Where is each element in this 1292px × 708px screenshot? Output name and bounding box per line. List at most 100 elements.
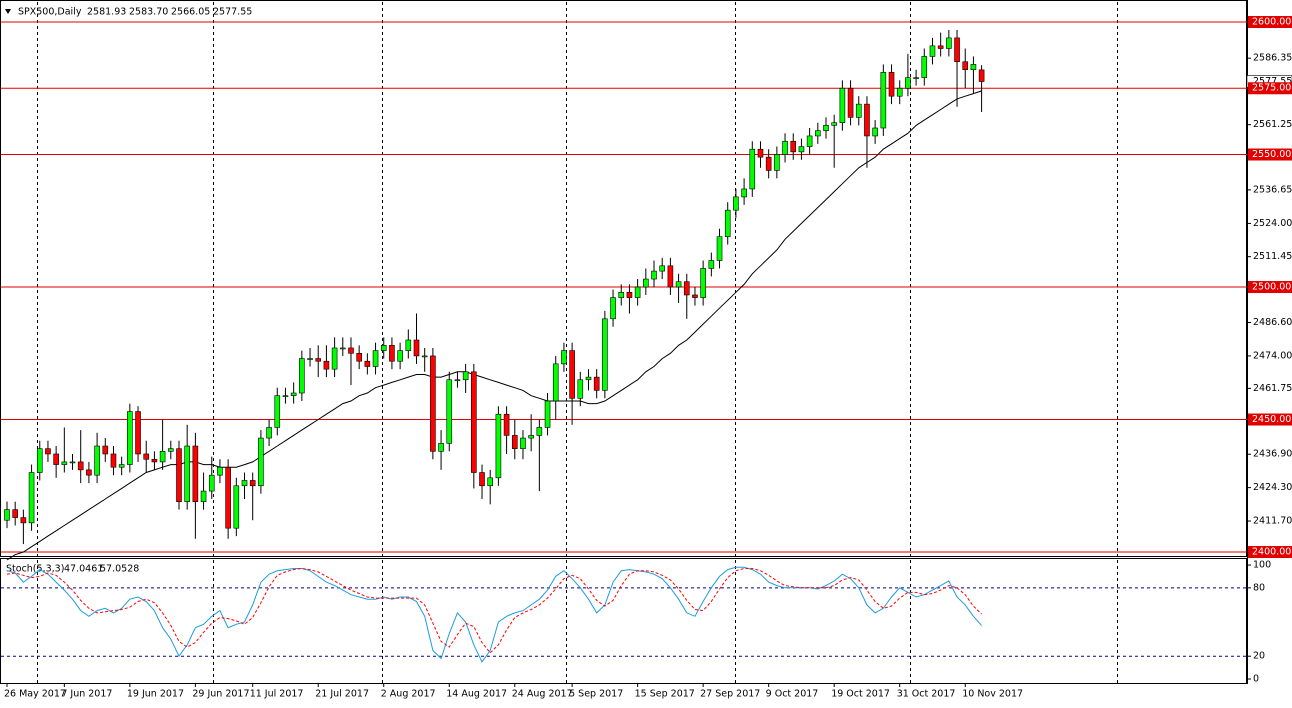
y-tick-label: 2461.75 [1253,383,1292,394]
candle-body [421,355,428,358]
x-tick-label: 19 Jun 2017 [127,689,184,700]
low-label: 2566.05 [171,7,210,18]
candle-body [946,37,952,49]
candle-body [479,472,485,487]
candle-body [782,140,788,155]
y-tick-label: 2411.70 [1253,516,1292,527]
x-tick-label: 10 Nov 2017 [962,689,1023,700]
y-tick-label: 2424.30 [1253,482,1292,493]
candle-body [413,339,420,357]
candle-body [438,443,444,452]
candle-body [855,103,862,118]
candle-body [380,345,387,351]
candle-body [200,490,207,502]
chart-title: SPX500,Daily [18,7,82,18]
x-tick-label: 7 Jun 2017 [61,689,112,700]
candle-body [610,297,616,320]
candle-body [454,379,461,382]
y-tick-label: 20 [1253,651,1265,662]
level-label: 2575.00 [1252,83,1291,94]
candle-body [888,72,895,97]
candle-body [683,281,690,296]
candle-body [61,461,68,465]
candle-body [708,260,715,269]
x-tick-label: 11 Jul 2017 [250,689,304,700]
candle-body [192,445,199,502]
candle-body [569,350,575,399]
candle-body [741,188,747,198]
x-tick-label: 2 Aug 2017 [381,689,436,700]
y-tick-label: 80 [1253,582,1265,593]
y-tick-label: 2586.35 [1253,53,1292,64]
candle-body [823,125,829,131]
y-tick-label: 2436.90 [1253,449,1292,460]
candle-body [282,395,289,397]
candle-body [536,427,543,436]
candle-body [20,517,27,524]
candle-body [430,355,436,452]
candle-body [700,268,706,298]
x-tick-label: 14 Aug 2017 [446,689,507,700]
level-label: 2550.00 [1252,149,1291,160]
level-label: 2400.00 [1252,547,1291,558]
candle-body [864,103,870,137]
stoch-k-value: 47.0461 [64,564,103,575]
candle-body [241,480,248,487]
candle-body [716,236,723,261]
candle-body [323,360,330,370]
level-label-box [1248,15,1292,28]
candle-body [520,437,526,449]
candle-body [118,464,125,468]
candle-body [929,45,936,57]
candle-body [806,135,813,147]
candle-body [544,400,551,428]
candle-body [217,466,223,476]
candle-body [790,140,797,153]
candle-body [208,474,215,492]
close-label: 2577.55 [213,7,252,18]
candle-body [299,358,305,394]
candle-body [626,292,633,298]
candle-body [471,371,477,473]
candle-body [356,352,362,362]
candle-body [921,56,928,78]
stoch-d-value: 57.0528 [100,564,139,575]
candle-body [839,87,846,124]
candle-body [561,350,567,365]
y-tick-label: 2511.45 [1253,251,1292,262]
candle-body [913,77,919,79]
level-label-box [1248,148,1292,161]
candle-body [872,127,878,137]
candle-body [905,77,911,89]
candle-body [937,45,944,49]
x-tick-label: 5 Sep 2017 [569,689,623,700]
candle-body [77,461,84,471]
level-label-box [1248,281,1292,294]
candle-body [495,413,502,479]
x-tick-label: 31 Oct 2017 [897,689,956,700]
y-tick-label: 100 [1253,560,1271,571]
candle-body [643,278,649,288]
level-label-box [1248,413,1292,426]
candle-body [151,458,158,463]
x-tick-label: 9 Oct 2017 [766,689,819,700]
menu-triangle[interactable] [5,9,11,14]
candle-body [798,146,805,153]
candle-body [127,411,133,465]
candle-body [511,435,518,449]
candle-body [28,472,35,524]
stoch-panel-frame [0,558,1247,684]
level-label-box [1248,82,1292,95]
candle-body [585,376,592,381]
candle-body [675,281,682,288]
candle-body [258,437,264,487]
candle-body [266,427,272,439]
candle-body [692,294,698,298]
y-tick-label: 2536.65 [1253,184,1292,195]
price-panel-frame [0,0,1247,557]
high-label: 2583.70 [129,7,168,18]
candle-body [757,148,764,158]
candle-body [667,265,674,288]
x-tick-label: 21 Jul 2017 [315,689,369,700]
candle-body [45,448,51,455]
